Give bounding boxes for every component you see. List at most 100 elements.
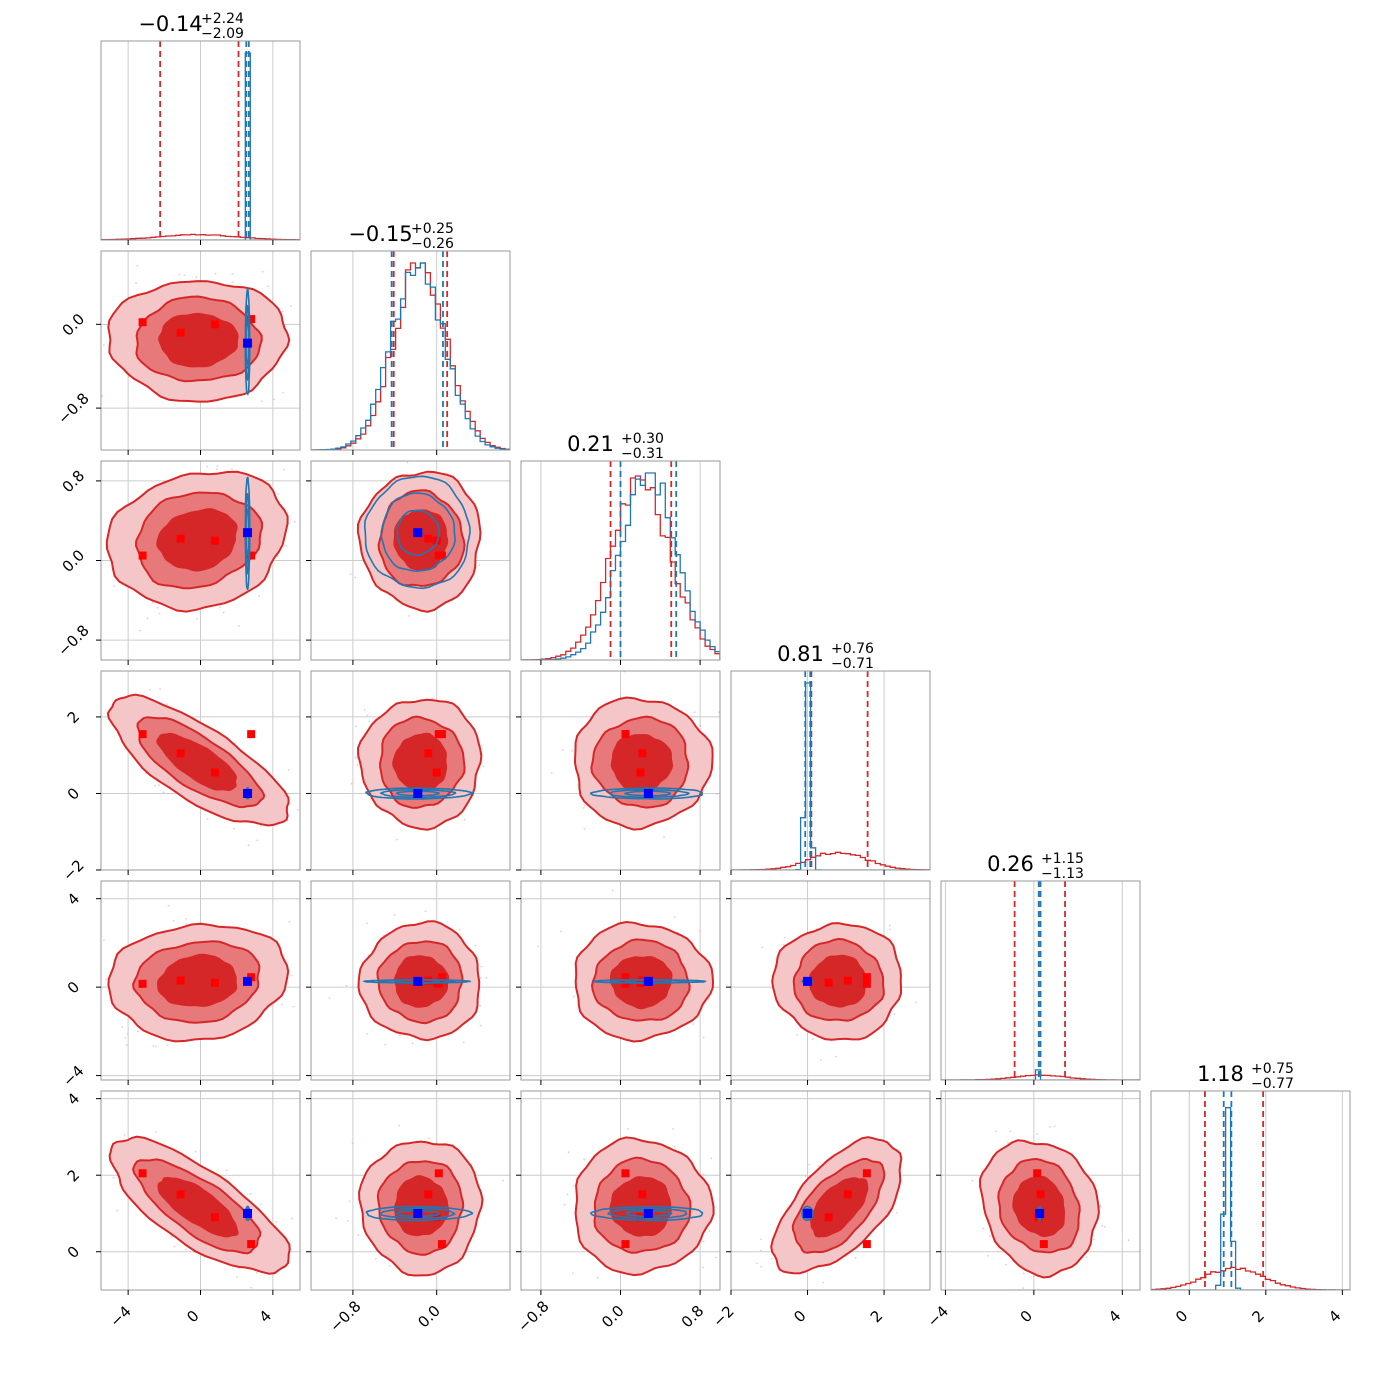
sample-point bbox=[756, 1262, 758, 1265]
sample-point bbox=[354, 576, 356, 579]
x-tick-label: −2 bbox=[709, 1302, 737, 1330]
sample-point bbox=[393, 914, 396, 916]
sample-point bbox=[234, 742, 237, 744]
panel-content bbox=[311, 1091, 510, 1290]
sample-point bbox=[480, 744, 483, 747]
sample-point bbox=[105, 978, 107, 981]
red-truth-marker bbox=[176, 1190, 185, 1199]
sample-point bbox=[1049, 1125, 1051, 1128]
blue-truth-marker bbox=[1035, 1208, 1045, 1218]
red-truth-marker bbox=[424, 534, 433, 543]
sample-point bbox=[411, 1042, 414, 1045]
sample-point bbox=[1045, 1291, 1047, 1293]
sample-point bbox=[225, 1169, 228, 1172]
contour-panel-5-0: −4 0 4 0 2 4 bbox=[64, 1089, 301, 1331]
red-truth-marker bbox=[424, 1190, 433, 1199]
sample-point bbox=[463, 818, 466, 821]
panel-frame bbox=[1150, 1090, 1351, 1291]
panel-frame bbox=[730, 670, 931, 871]
blue-contour-level-0 bbox=[363, 475, 471, 590]
y-tick-label: −0.8 bbox=[54, 621, 92, 659]
sample-point bbox=[573, 995, 575, 998]
sample-point bbox=[550, 772, 553, 774]
red-truth-marker bbox=[437, 973, 446, 982]
blue-contour-level-1 bbox=[607, 1207, 688, 1220]
x-tick-label: 0 bbox=[790, 1307, 809, 1326]
blue-histogram bbox=[521, 472, 720, 660]
panel-frame bbox=[310, 250, 511, 451]
sample-point bbox=[1085, 1256, 1088, 1259]
red-histogram bbox=[1151, 1266, 1350, 1290]
blue-contour-level-0 bbox=[364, 787, 473, 800]
sample-point bbox=[136, 264, 139, 267]
sample-point bbox=[277, 493, 279, 495]
sample-point bbox=[537, 945, 539, 948]
y-tick-label: 0 bbox=[64, 1242, 83, 1261]
sample-point bbox=[915, 1001, 917, 1004]
histogram-panel-4: 0.26 +1.15−1.13 bbox=[940, 851, 1141, 1085]
contour-panel-5-3: −2 0 2 bbox=[709, 1090, 931, 1331]
red-truth-marker bbox=[636, 1213, 645, 1222]
sample-point bbox=[1099, 1204, 1102, 1207]
panel-content bbox=[101, 1091, 300, 1290]
red-truth-marker bbox=[138, 1169, 147, 1178]
sample-point bbox=[257, 1019, 260, 1022]
sample-point bbox=[817, 1165, 820, 1167]
sample-point bbox=[356, 764, 359, 767]
sample-point bbox=[702, 1173, 705, 1175]
red-truth-marker bbox=[247, 315, 256, 324]
blue-contour-level-0 bbox=[590, 1205, 704, 1222]
sample-point bbox=[804, 1175, 807, 1178]
sample-point bbox=[1101, 1224, 1103, 1227]
sample-point bbox=[388, 1264, 391, 1267]
sample-point bbox=[583, 1158, 586, 1161]
panel-title-median: −0.15 bbox=[348, 222, 412, 246]
sample-point bbox=[408, 615, 411, 617]
sample-point bbox=[238, 625, 240, 627]
sample-point bbox=[216, 465, 219, 467]
red-truth-marker bbox=[247, 551, 256, 560]
blue-contour-level-2 bbox=[625, 1209, 673, 1218]
panel-content bbox=[731, 1091, 930, 1290]
red-truth-marker bbox=[1039, 1240, 1048, 1249]
sample-point bbox=[247, 844, 250, 847]
red-truth-marker bbox=[621, 979, 630, 988]
panel-frame bbox=[310, 1090, 511, 1291]
sample-point bbox=[994, 1130, 997, 1133]
sample-point bbox=[194, 1150, 197, 1153]
blue-truth-marker bbox=[243, 338, 253, 348]
sample-point bbox=[811, 1038, 814, 1040]
sample-point bbox=[893, 1013, 896, 1015]
sample-point bbox=[431, 697, 434, 700]
sample-point bbox=[167, 904, 170, 907]
sample-point bbox=[1093, 1238, 1095, 1241]
sample-point bbox=[89, 720, 91, 722]
panel-content bbox=[731, 881, 930, 1080]
sample-point bbox=[149, 689, 151, 691]
contour-panel-4-1 bbox=[306, 880, 511, 1085]
panel-content bbox=[311, 461, 510, 660]
sample-point bbox=[479, 1004, 481, 1007]
blue-contour-level-2 bbox=[396, 509, 441, 557]
sample-point bbox=[889, 928, 891, 931]
blue-truth-marker bbox=[643, 788, 653, 798]
sample-point bbox=[173, 1245, 176, 1248]
red-truth-marker bbox=[176, 534, 185, 543]
sample-point bbox=[699, 930, 701, 933]
sample-point bbox=[693, 711, 696, 714]
red-truth-marker bbox=[247, 1240, 256, 1249]
red-truth-marker bbox=[1036, 1190, 1045, 1199]
red-truth-marker bbox=[176, 976, 185, 985]
sample-point bbox=[399, 1034, 401, 1036]
red-truth-marker bbox=[437, 551, 446, 560]
panel-title-minus: −1.13 bbox=[1041, 866, 1084, 882]
sample-point bbox=[715, 1256, 717, 1259]
contour-panel-2-0: −0.8 0.0 0.8 bbox=[54, 460, 301, 665]
sample-point bbox=[462, 1041, 465, 1044]
red-histogram bbox=[731, 851, 930, 870]
histogram-panel-5: 1.18 +0.75−0.77 0 2 4 bbox=[1150, 1061, 1351, 1326]
sample-point bbox=[151, 601, 154, 604]
sample-point bbox=[290, 305, 292, 307]
contour-panel-3-2 bbox=[516, 670, 721, 875]
sample-point bbox=[166, 703, 168, 706]
